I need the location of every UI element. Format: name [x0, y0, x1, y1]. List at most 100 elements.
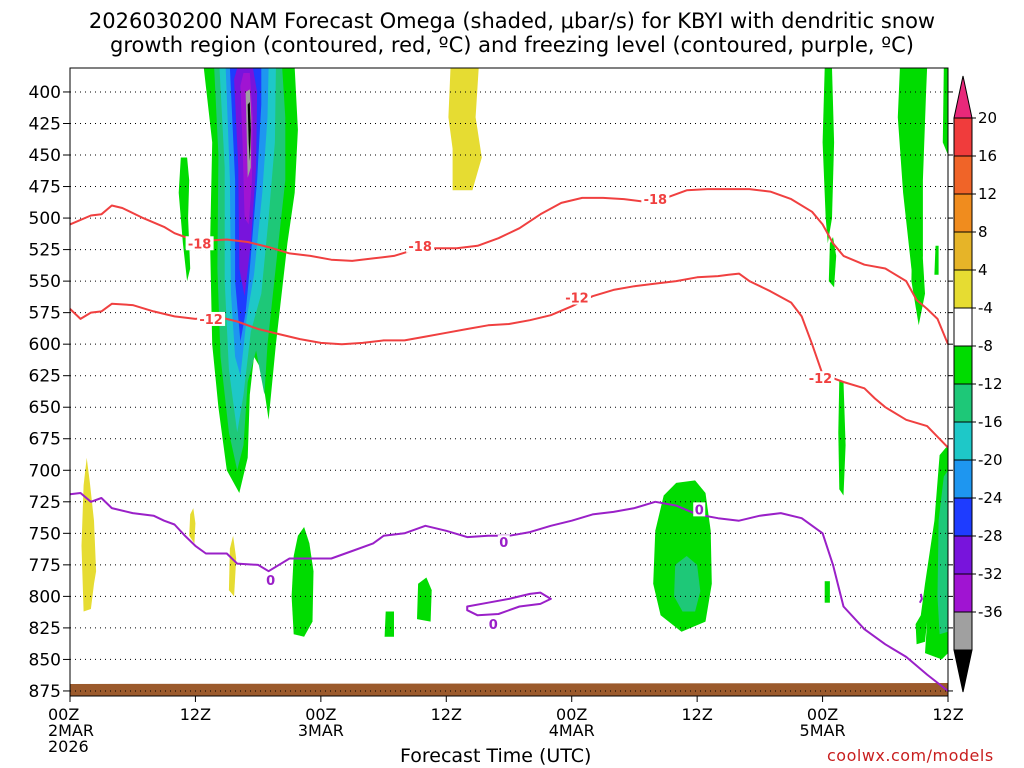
- y-tick-label: 800: [29, 587, 61, 607]
- y-tick-label: 525: [29, 241, 61, 261]
- colorbar-box: [953, 497, 973, 537]
- y-tick-label: 725: [29, 493, 61, 513]
- y-tick-label: 825: [29, 619, 61, 639]
- x-tick-label: 12Z: [180, 705, 211, 724]
- colorbar-box: [953, 345, 973, 385]
- omega-green-tiny: [824, 581, 830, 603]
- contour-label-freezing-level: 0: [499, 536, 508, 551]
- contour-label-bg: [693, 502, 706, 517]
- x-tick-label: 00Z: [48, 705, 79, 724]
- contour-dgz-bottom: [69, 272, 949, 449]
- contour-label-freezing-level: 0: [695, 503, 704, 518]
- omega-green-upper-1: [822, 68, 835, 244]
- x-tick-label: 00Z: [807, 705, 838, 724]
- contour-label-bg: [497, 535, 510, 550]
- y-tick-label: 550: [29, 272, 61, 292]
- credit-link[interactable]: coolwx.com/models: [827, 746, 994, 765]
- y-tick-label: 750: [29, 524, 61, 544]
- y-tick-label: 775: [29, 556, 61, 576]
- ground-surface: [70, 683, 948, 696]
- colorbar-label: -12: [978, 375, 1003, 393]
- x-tick-label: 00Z: [305, 705, 336, 724]
- y-tick-label: 675: [29, 430, 61, 450]
- x-tick-label: 12Z: [681, 705, 712, 724]
- contour-label-bg: [806, 371, 835, 386]
- colorbar-bottom-arrow: [953, 649, 973, 693]
- omega-green-dot-1: [384, 611, 394, 637]
- colorbar-box: [953, 231, 973, 271]
- x-tick-year: 2026: [48, 737, 89, 756]
- omega-green-low-1: [291, 527, 314, 637]
- colorbar-box: [953, 535, 973, 575]
- contour-dgz-top: [69, 188, 949, 345]
- contour-label-bg: [562, 290, 591, 305]
- x-tick-label: 00Z: [556, 705, 587, 724]
- omega-green-right-dot: [934, 245, 939, 275]
- contour-label-dgz-top: -18: [408, 240, 432, 255]
- colorbar-label: 12: [978, 185, 997, 203]
- contour-label-bg: [264, 572, 277, 587]
- colorbar-label: 16: [978, 147, 997, 165]
- colorbar-box: [953, 611, 973, 651]
- colorbar-box: [953, 573, 973, 613]
- contour-freezing-level: [69, 492, 949, 692]
- colorbar-label: 20: [978, 109, 997, 127]
- plot-frame: [69, 67, 949, 697]
- contour-label-dgz-bottom: -12: [565, 292, 589, 307]
- omega-yellow-2: [189, 508, 196, 544]
- colorbar-label: -32: [978, 565, 1003, 583]
- colorbar-label: -20: [978, 451, 1003, 469]
- contour-freezing-blip: [918, 593, 923, 604]
- contour-label-dgz-bottom: -12: [809, 372, 833, 387]
- colorbar-label: -24: [978, 489, 1003, 507]
- contour-label-bg: [197, 311, 226, 326]
- omega-green-mid: [838, 379, 846, 496]
- contour-freezing-loop: [466, 591, 552, 617]
- colorbar-box: [953, 193, 973, 233]
- contour-label-freezing-loop: 0: [489, 618, 498, 633]
- colorbar-top-arrow: [953, 75, 973, 119]
- omega-green-dot-2: [417, 577, 432, 622]
- colorbar-box: [953, 269, 973, 309]
- x-tick-label: 12Z: [431, 705, 462, 724]
- y-tick-label: 650: [29, 398, 61, 418]
- colorbar-label: -16: [978, 413, 1003, 431]
- contour-label-bg: [185, 236, 214, 251]
- omega-yellow-3: [228, 535, 237, 597]
- colorbar-box: [953, 117, 973, 157]
- omega-green-right-edge: [942, 68, 948, 155]
- chart-title-line2: growth region (contoured, red, ºC) and f…: [110, 33, 914, 57]
- colorbar-box: [953, 307, 973, 347]
- colorbar-box: [953, 459, 973, 499]
- y-tick-label: 450: [29, 146, 61, 166]
- colorbar-box: [953, 155, 973, 195]
- colorbar-box: [953, 421, 973, 461]
- omega-plume-black: [247, 102, 251, 162]
- x-axis-label: Forecast Time (UTC): [400, 745, 592, 767]
- y-tick-label: 625: [29, 367, 61, 387]
- x-tick-date: 4MAR: [549, 721, 595, 740]
- colorbar-label: -28: [978, 527, 1003, 545]
- omega-yellow-upper: [448, 68, 482, 191]
- y-tick-label: 475: [29, 178, 61, 198]
- x-tick-label: 12Z: [932, 705, 963, 724]
- contour-label-bg: [406, 238, 435, 253]
- y-tick-label: 425: [29, 114, 61, 134]
- contour-label-dgz-top: -18: [644, 193, 668, 208]
- contour-label-bg: [641, 192, 670, 207]
- x-tick-date: 2MAR: [48, 721, 94, 740]
- y-tick-label: 575: [29, 304, 61, 324]
- y-tick-label: 500: [29, 209, 61, 229]
- x-tick-date: 5MAR: [800, 721, 846, 740]
- contour-label-freezing-level: 0: [266, 574, 275, 589]
- colorbar-label: 4: [978, 261, 988, 279]
- contour-label-dgz-bottom: -12: [199, 313, 223, 328]
- omega-teal-blob-4mar: [674, 556, 701, 612]
- colorbar-label: -36: [978, 603, 1003, 621]
- y-tick-label: 875: [29, 682, 61, 702]
- y-tick-label: 700: [29, 461, 61, 481]
- colorbar-box: [953, 383, 973, 423]
- colorbar-label: 8: [978, 223, 988, 241]
- colorbar-label: -4: [978, 299, 993, 317]
